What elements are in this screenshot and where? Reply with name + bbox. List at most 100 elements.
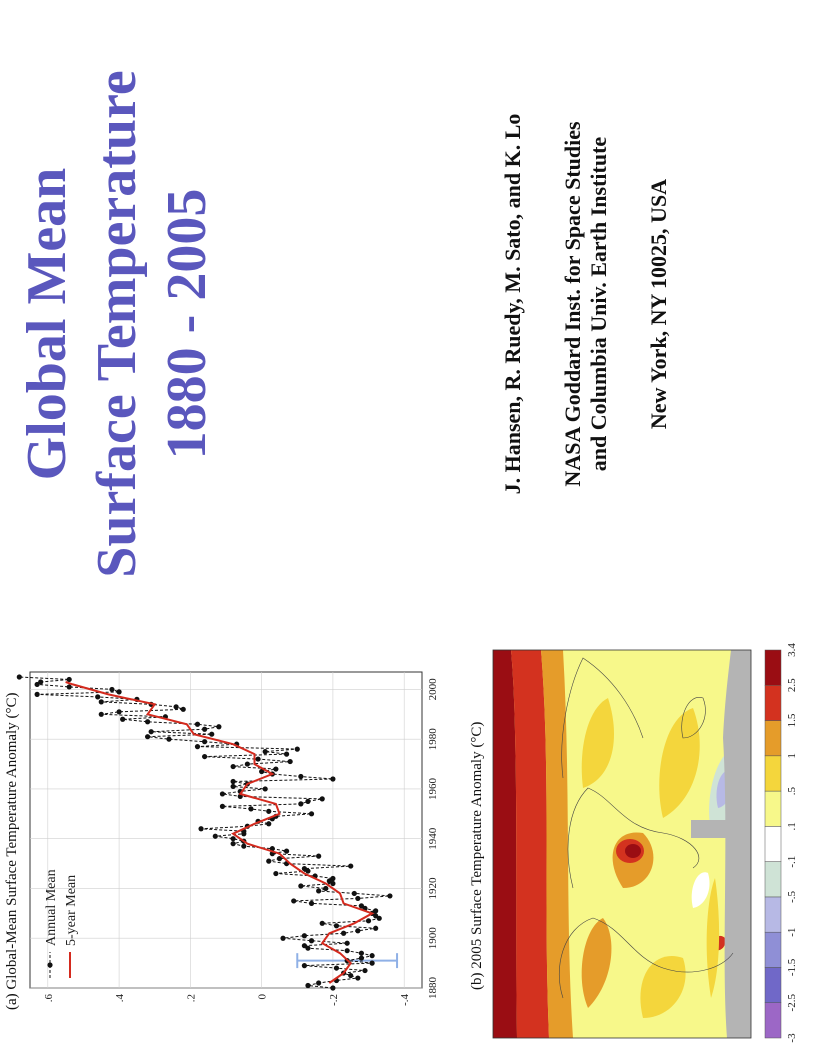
annual-mean-point <box>365 918 372 924</box>
annual-mean-point <box>305 798 311 804</box>
legend-level-label: 3.4 <box>786 643 798 657</box>
annual-mean-point <box>202 753 208 760</box>
chart-a-plot: .6 .4 .2 0 -.2 -.4 1880 1900 1920 1940 1960 1980 200… <box>16 671 439 1006</box>
legend-swatch <box>764 685 782 721</box>
legend-level-label: .1 <box>786 822 798 830</box>
anomaly-region <box>659 708 700 818</box>
annual-mean-point <box>273 870 279 877</box>
annual-mean-point <box>344 940 350 946</box>
annual-mean-point <box>316 888 322 894</box>
legend-level-label: -1 <box>786 928 798 937</box>
annual-mean-point <box>34 691 40 697</box>
coastline <box>567 787 700 889</box>
annual-mean-point <box>66 684 72 690</box>
annual-mean-point <box>230 783 236 790</box>
annual-mean-point <box>219 803 226 809</box>
annual-mean-point <box>330 875 336 882</box>
annual-mean-point <box>348 972 354 979</box>
legend-swatch <box>764 896 782 933</box>
annual-mean-point <box>230 836 236 842</box>
legend-swatch <box>764 790 782 827</box>
affiliation-line-2: and Columbia Univ. Earth Institute <box>586 136 611 472</box>
legend-annual-marker <box>47 962 53 968</box>
annual-mean-point <box>209 731 215 737</box>
anomaly-region <box>511 650 549 1038</box>
annual-mean-point <box>244 761 250 767</box>
annual-mean-point <box>344 948 350 954</box>
annual-mean-point <box>148 729 154 735</box>
x-tick-label: 2000 <box>427 678 439 701</box>
annual-mean-point <box>319 796 325 802</box>
annual-mean-point <box>262 786 268 792</box>
legend-five-year-label: 5-year Mean <box>64 875 79 946</box>
annual-mean-point <box>248 806 254 812</box>
annual-mean-point <box>109 686 115 693</box>
chart-b-panel: -3 -2.5 -1.5 -1 -.5 -.1 .1 .5 1 1.5 2.5 3.4 (b) 200… <box>455 640 810 1050</box>
map-frame <box>492 649 752 1039</box>
annual-mean-point <box>273 766 279 772</box>
x-tick-label: 1880 <box>427 977 439 1000</box>
coastline <box>558 917 734 999</box>
author-names: J. Hansen, R. Ruedy, M. Sato, and K. Lo <box>500 113 525 495</box>
x-tick-label: 1900 <box>427 927 439 950</box>
annual-mean-point <box>116 709 122 715</box>
annual-mean-point <box>287 758 293 765</box>
annual-mean-point <box>173 704 179 710</box>
annual-mean-point <box>358 950 365 956</box>
x-tick-label: 1980 <box>427 728 439 751</box>
y-tick-label: .4 <box>114 994 126 1003</box>
annual-mean-point <box>298 773 304 780</box>
annual-mean-point <box>262 749 268 755</box>
legend-level-label: -2.5 <box>786 994 798 1012</box>
annual-mean-point <box>266 808 272 814</box>
legend-swatch <box>764 931 782 968</box>
annual-mean-point <box>333 965 340 971</box>
affiliation-line-1: NASA Goddard Inst. for Space Studies <box>560 121 585 487</box>
annual-mean-point <box>145 719 151 725</box>
annual-mean-point <box>219 791 226 797</box>
annual-mean-point <box>330 985 336 991</box>
annual-mean-point <box>362 967 368 974</box>
x-tick-label: 1960 <box>427 777 439 800</box>
anomaly-region <box>541 650 573 1038</box>
annual-mean-point <box>98 711 104 717</box>
annual-mean-point <box>266 858 272 864</box>
anomaly-region <box>493 650 517 1038</box>
annual-mean-point <box>298 883 304 889</box>
y-tick-label: .6 <box>43 994 55 1003</box>
title-line-2: Surface Temperature <box>86 70 148 578</box>
annual-mean-point <box>202 739 208 745</box>
annual-mean-point <box>369 953 375 959</box>
annual-mean-point <box>301 963 307 969</box>
legend-level-label: -.1 <box>786 856 798 868</box>
y-tick-label: 0 <box>257 994 269 1000</box>
y-tick-label: -.2 <box>328 994 340 1006</box>
annual-mean-point <box>348 863 354 869</box>
anomaly-region <box>640 956 686 1018</box>
annual-mean-point <box>16 674 22 680</box>
annual-mean-point <box>255 756 261 762</box>
annual-mean-point <box>301 943 307 949</box>
annual-mean-point <box>166 736 172 742</box>
annual-mean-point <box>373 908 379 914</box>
title-line-1: Global Mean <box>16 167 78 481</box>
annual-mean-point <box>98 699 104 705</box>
annual-mean-point <box>230 841 236 847</box>
annual-mean-point <box>305 982 311 989</box>
annual-mean-point <box>95 694 101 700</box>
legend-swatch <box>764 1002 782 1039</box>
five-year-mean-line <box>65 681 375 984</box>
annual-mean-point <box>283 848 290 854</box>
annual-mean-point <box>369 960 375 966</box>
legend-swatch <box>764 826 782 862</box>
annual-mean-point <box>280 935 286 941</box>
annual-mean-point <box>308 811 315 817</box>
annual-mean-point <box>308 938 315 944</box>
annual-mean-point <box>216 724 222 730</box>
annual-mean-point <box>283 751 290 757</box>
annual-mean-point <box>145 734 151 740</box>
annual-mean-point <box>120 716 126 722</box>
anomaly-region <box>625 844 641 858</box>
authors-block: J. Hansen, R. Ruedy, M. Sato, and K. Lo … <box>500 24 672 584</box>
annual-mean-point <box>323 885 329 892</box>
